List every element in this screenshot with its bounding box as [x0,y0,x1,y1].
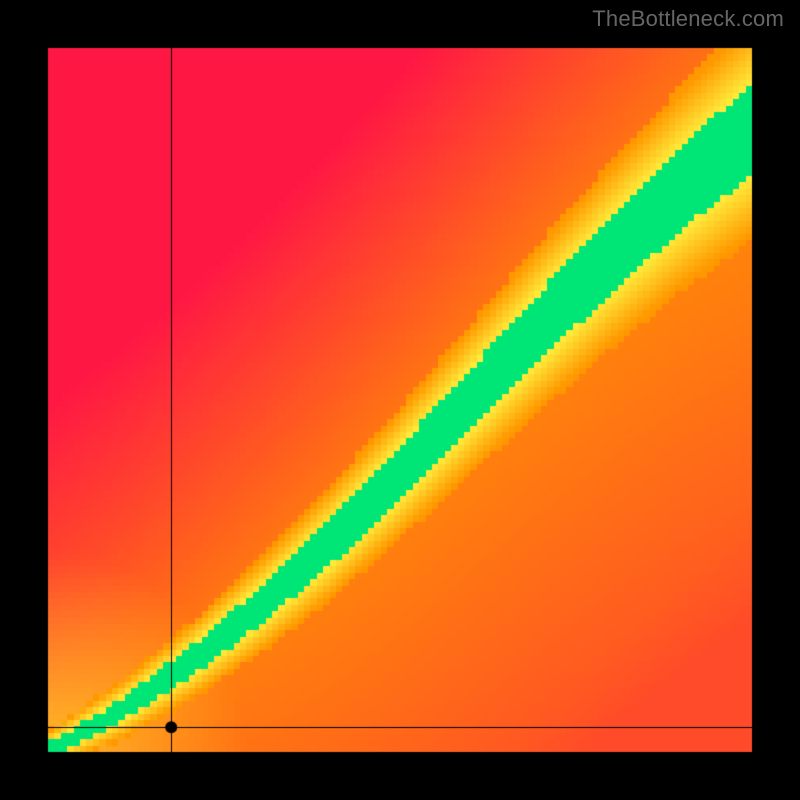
bottleneck-heatmap [0,0,800,800]
chart-container: TheBottleneck.com [0,0,800,800]
watermark-text: TheBottleneck.com [592,6,784,32]
